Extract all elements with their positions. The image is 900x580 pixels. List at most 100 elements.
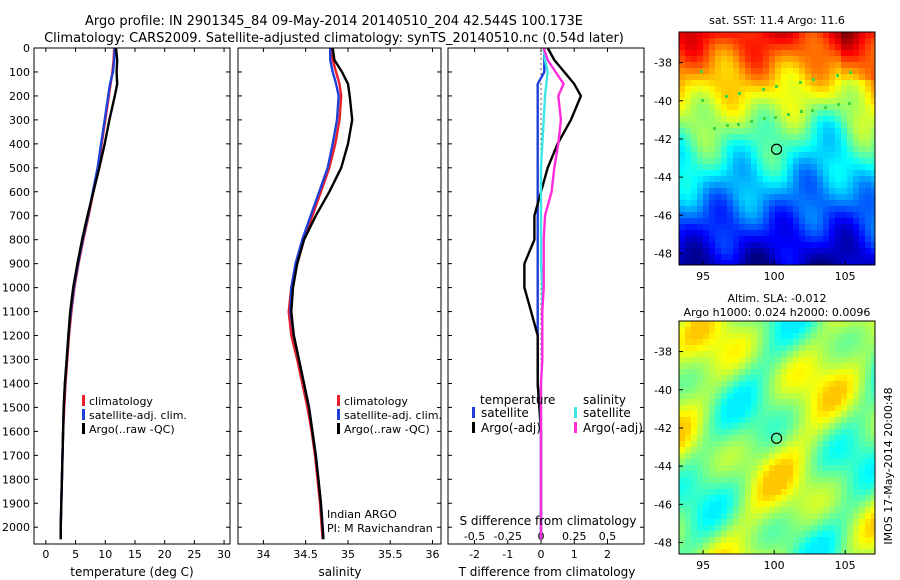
heatmap-cell — [697, 507, 704, 514]
heatmap-cell — [799, 477, 806, 484]
heatmap-cell — [775, 260, 782, 265]
map-x-tick-label: 100 — [764, 559, 785, 572]
heatmap-cell — [745, 32, 752, 39]
heatmap-cell — [799, 92, 806, 99]
heatmap-cell — [835, 345, 842, 352]
heatmap-cell — [835, 218, 842, 225]
heatmap-cell — [835, 116, 842, 123]
heatmap-cell — [715, 236, 722, 243]
heatmap-cell — [721, 152, 728, 159]
heatmap-cell — [865, 345, 872, 352]
heatmap-cell — [841, 375, 848, 382]
heatmap-cell — [787, 62, 794, 69]
heatmap-cell — [841, 254, 848, 261]
heatmap-cell — [703, 381, 710, 388]
heatmap-cell — [793, 531, 800, 538]
heatmap-cell — [763, 38, 770, 45]
heatmap-cell — [853, 86, 860, 93]
heatmap-cell — [751, 429, 758, 436]
heatmap-cell — [787, 260, 794, 265]
heatmap-cell — [847, 423, 854, 430]
heatmap-cell — [817, 44, 824, 51]
heatmap-cell — [829, 56, 836, 63]
heatmap-cell — [763, 80, 770, 87]
heatmap-cell — [865, 38, 872, 45]
heatmap-cell — [799, 68, 806, 75]
heatmap-cell — [697, 74, 704, 81]
heatmap-cell — [787, 128, 794, 135]
heatmap-cell — [763, 194, 770, 201]
heatmap-cell — [847, 170, 854, 177]
salinity-x-label: salinity — [318, 565, 361, 579]
heatmap-cell — [853, 206, 860, 213]
heatmap-cell — [829, 381, 836, 388]
legend-swatch-t-satellite — [472, 407, 475, 418]
heatmap-cell — [817, 242, 824, 249]
heatmap-cell — [679, 182, 686, 189]
heatmap-cell — [691, 32, 698, 39]
heatmap-cell — [703, 50, 710, 57]
heatmap-cell — [733, 80, 740, 87]
heatmap-cell — [859, 435, 866, 442]
heatmap-cell — [769, 68, 776, 75]
heatmap-cell — [769, 513, 776, 520]
heatmap-cell — [811, 200, 818, 207]
heatmap-cell — [793, 459, 800, 466]
heatmap-cell — [751, 531, 758, 538]
heatmap-cell — [811, 38, 818, 45]
heatmap-cell — [727, 68, 734, 75]
heatmap-cell — [775, 98, 782, 105]
heatmap-cell — [745, 212, 752, 219]
heatmap-cell — [763, 206, 770, 213]
heatmap-cell — [691, 200, 698, 207]
heatmap-cell — [691, 543, 698, 550]
heatmap-cell — [781, 224, 788, 231]
heatmap-cell — [853, 369, 860, 376]
heatmap-cell — [763, 158, 770, 165]
heatmap-cell — [727, 471, 734, 478]
heatmap-cell — [811, 248, 818, 255]
heatmap-cell — [781, 471, 788, 478]
heatmap-cell — [835, 134, 842, 141]
heatmap-cell — [715, 44, 722, 51]
heatmap-cell — [733, 116, 740, 123]
heatmap-cell — [823, 531, 830, 538]
heatmap-cell — [691, 170, 698, 177]
heatmap-cell — [703, 224, 710, 231]
heatmap-cell — [703, 477, 710, 484]
heatmap-cell — [769, 170, 776, 177]
heatmap-cell — [715, 441, 722, 448]
heatmap-cell — [835, 146, 842, 153]
heatmap-cell — [775, 429, 782, 436]
heatmap-cell — [697, 357, 704, 364]
heatmap-cell — [757, 483, 764, 490]
heatmap-cell — [799, 483, 806, 490]
heatmap-cell — [853, 56, 860, 63]
heatmap-cell — [721, 477, 728, 484]
heatmap-cell — [709, 128, 716, 135]
heatmap-cell — [841, 86, 848, 93]
heatmap-cell — [769, 369, 776, 376]
heatmap-cell — [757, 471, 764, 478]
heatmap-cell — [859, 104, 866, 111]
heatmap-cell — [733, 146, 740, 153]
heatmap-cell — [685, 423, 692, 430]
heatmap-cell — [769, 38, 776, 45]
heatmap-cell — [841, 242, 848, 249]
heatmap-cell — [691, 224, 698, 231]
heatmap-cell — [793, 164, 800, 171]
heatmap-cell — [733, 164, 740, 171]
heatmap-cell — [715, 134, 722, 141]
heatmap-cell — [715, 375, 722, 382]
heatmap-cell — [715, 68, 722, 75]
heatmap-cell — [859, 146, 866, 153]
heatmap-cell — [775, 80, 782, 87]
heatmap-cell — [871, 525, 875, 532]
heatmap-cell — [739, 507, 746, 514]
heatmap-cell — [853, 260, 860, 265]
heatmap-cell — [763, 405, 770, 412]
heatmap-cell — [691, 56, 698, 63]
heatmap-cell — [775, 206, 782, 213]
heatmap-cell — [799, 134, 806, 141]
heatmap-cell — [733, 38, 740, 45]
